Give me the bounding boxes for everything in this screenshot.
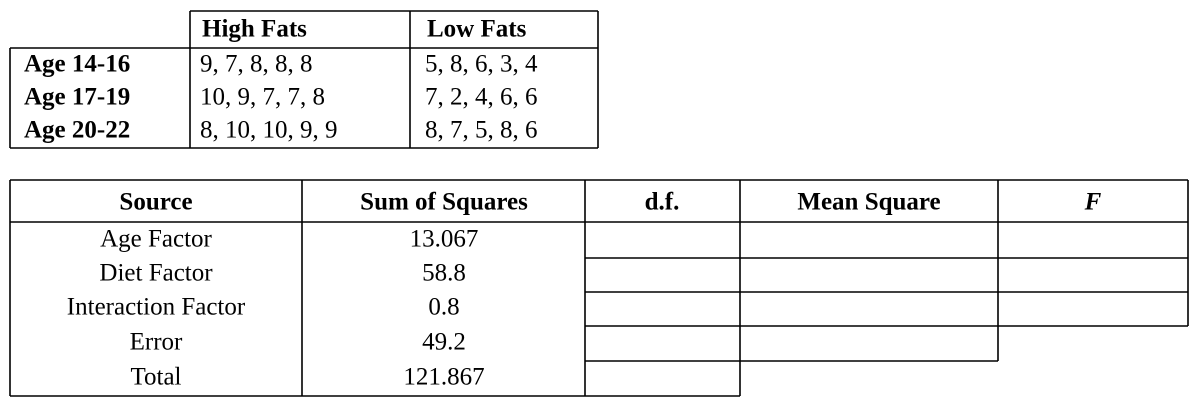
sum-of-squares-cell: 58.8 <box>422 260 466 287</box>
sum-of-squares-cell: 13.067 <box>410 226 479 253</box>
source-cell: Interaction Factor <box>67 294 246 321</box>
cell: 8, 10, 10, 9, 9 <box>200 117 338 144</box>
cell: 10, 9, 7, 7, 8 <box>200 84 325 111</box>
column-header: Sum of Squares <box>360 189 528 216</box>
cell: 8, 7, 5, 8, 6 <box>425 117 538 144</box>
sum-of-squares-cell: 49.2 <box>422 329 466 356</box>
source-cell: Diet Factor <box>99 260 213 287</box>
column-header: Source <box>119 189 192 216</box>
source-cell: Age Factor <box>100 226 212 253</box>
sum-of-squares-cell: 121.867 <box>403 364 484 391</box>
column-header: d.f. <box>645 189 680 216</box>
sum-of-squares-cell: 0.8 <box>428 294 459 321</box>
cell: 9, 7, 8, 8, 8 <box>200 51 313 78</box>
column-header: Mean Square <box>797 189 940 216</box>
row-header: Age 17-19 <box>24 84 130 111</box>
source-cell: Error <box>130 329 183 356</box>
cell: 5, 8, 6, 3, 4 <box>425 51 538 78</box>
column-header: High Fats <box>202 16 307 43</box>
table-borders <box>9 10 1189 397</box>
row-header: Age 20-22 <box>24 117 130 144</box>
column-header: F <box>1084 189 1102 216</box>
row-header: Age 14-16 <box>24 51 130 78</box>
cell: 7, 2, 4, 6, 6 <box>425 84 538 111</box>
source-cell: Total <box>130 364 181 391</box>
column-header: Low Fats <box>427 16 527 43</box>
